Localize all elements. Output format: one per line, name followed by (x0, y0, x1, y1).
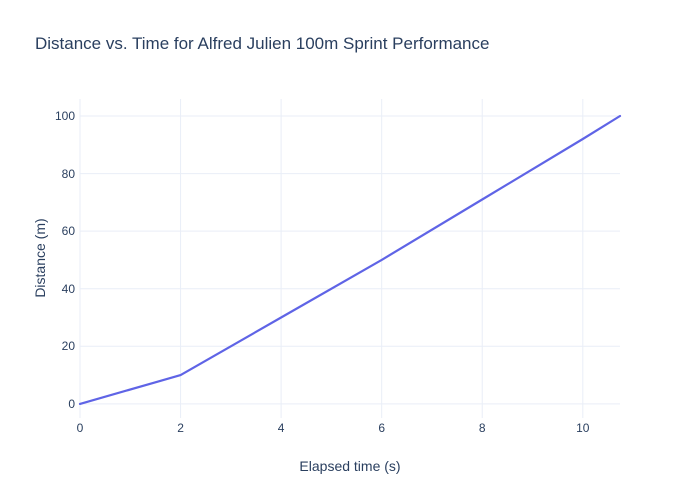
y-tick-label: 60 (61, 224, 75, 239)
y-tick-label: 20 (61, 339, 75, 354)
distance-line-trace (78, 114, 622, 405)
chart-title: Distance vs. Time for Alfred Julien 100m… (35, 34, 490, 53)
y-tick-label: 80 (61, 166, 75, 181)
x-tick-label: 10 (576, 421, 590, 435)
y-tick-label: 40 (61, 281, 75, 296)
x-axis-title: Elapsed time (s) (299, 458, 401, 474)
x-tick-label: 4 (277, 421, 285, 435)
x-tick-label: 2 (177, 421, 184, 435)
x-tick-label: 0 (76, 421, 84, 435)
y-tick-label: 0 (68, 396, 75, 411)
x-tick-label: 8 (478, 421, 486, 435)
y-axis-title: Distance (m) (32, 218, 48, 298)
y-tick-label: 100 (54, 108, 75, 123)
x-tick-label: 6 (378, 421, 386, 435)
